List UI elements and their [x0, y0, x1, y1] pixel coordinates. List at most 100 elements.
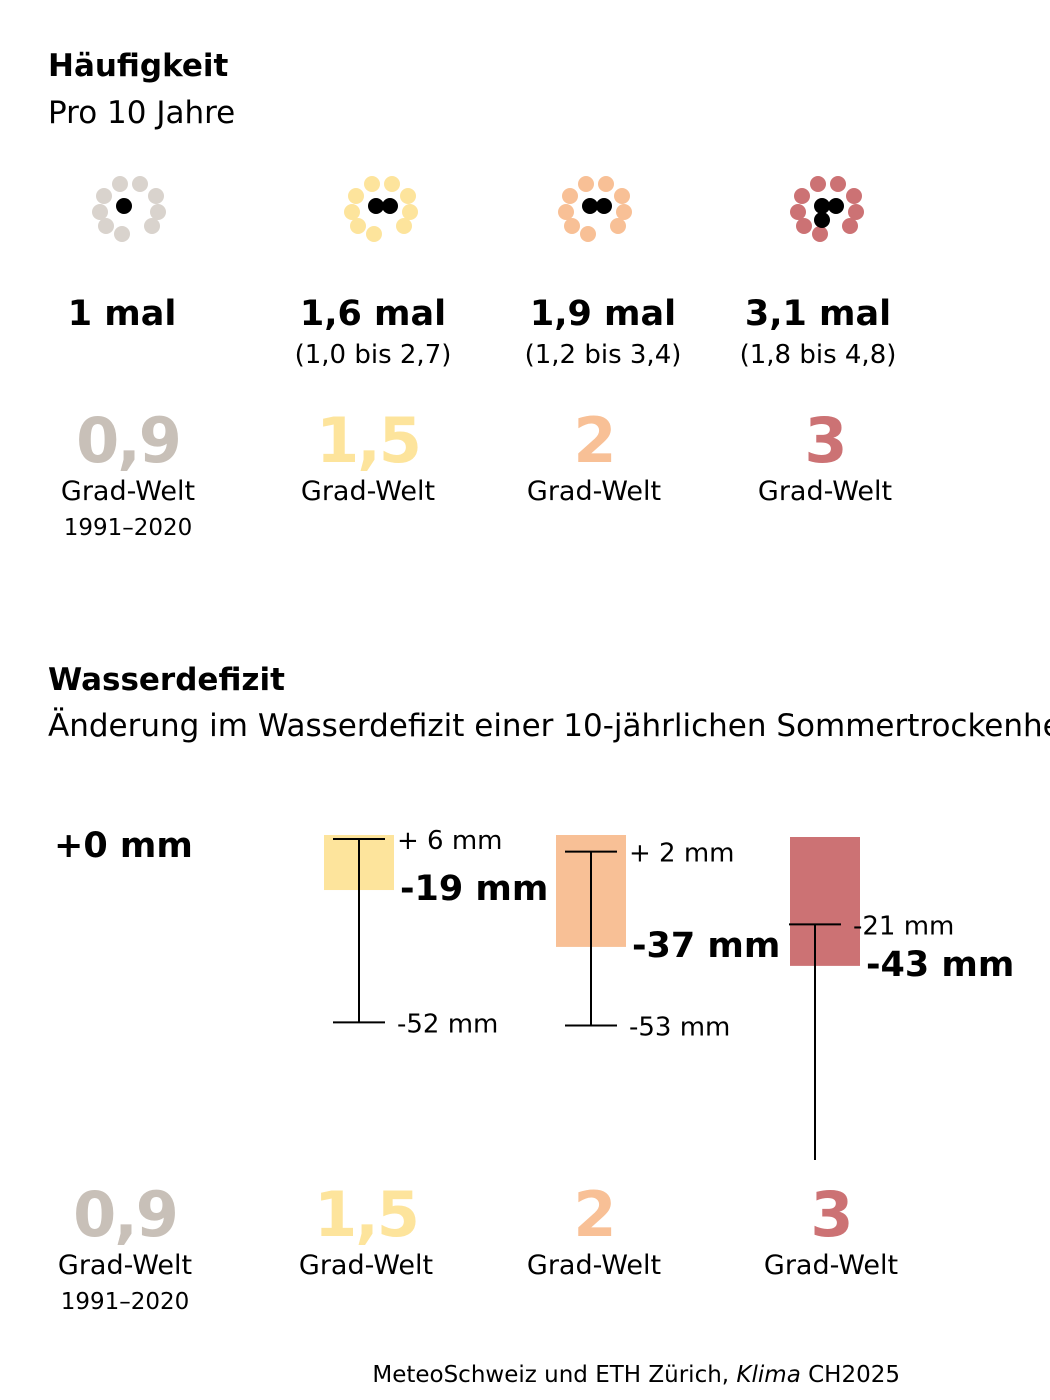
lower-label-2: -53 mm [629, 1012, 730, 1042]
frequency-dot [148, 188, 164, 204]
frequency-dot [150, 204, 166, 220]
degree-value: 3 [804, 404, 847, 477]
value-label-1: -19 mm [400, 869, 548, 909]
frequency-dot [396, 218, 412, 234]
frequency-dot [348, 188, 364, 204]
frequency-dot [96, 188, 112, 204]
frequency-dot-event [368, 198, 384, 214]
value-label-2: -37 mm [632, 926, 780, 966]
frequency-dot [794, 188, 810, 204]
frequency-dot-event [596, 198, 612, 214]
frequency-range: (1,2 bis 3,4) [524, 340, 682, 370]
frequency-col-2: 1,9 mal (1,2 bis 3,4) [483, 294, 723, 370]
degree-label-bottom-3: 3 Grad-Welt [711, 1178, 951, 1282]
degree-value: 0,9 [73, 1178, 179, 1251]
frequency-subtitle: Pro 10 Jahre [48, 95, 236, 131]
frequency-dot [364, 176, 380, 192]
frequency-dot [558, 204, 574, 220]
upper-label-2: + 2 mm [629, 839, 735, 869]
frequency-value: 1,6 mal [299, 294, 447, 334]
frequency-dot [810, 176, 826, 192]
degree-unit-label: Grad-Welt [57, 1250, 193, 1281]
value-label-0: +0 mm [54, 826, 193, 866]
frequency-dot-event [382, 198, 398, 214]
degree-unit-label: Grad-Welt [526, 1250, 662, 1281]
frequency-dot [848, 204, 864, 220]
frequency-dot [812, 226, 828, 242]
frequency-dot-event [116, 198, 132, 214]
degree-value: 0,9 [76, 404, 182, 477]
period-label: 1991–2020 [60, 1289, 190, 1315]
frequency-dot [610, 218, 626, 234]
degree-value: 1,5 [316, 404, 422, 477]
frequency-dot [578, 176, 594, 192]
degree-value: 3 [810, 1178, 853, 1251]
frequency-dot-event [814, 198, 830, 214]
frequency-dot [846, 188, 862, 204]
degree-label-top-3: 3 Grad-Welt [705, 404, 945, 508]
frequency-value: 1 mal [67, 294, 177, 334]
degree-unit-label: Grad-Welt [298, 1250, 434, 1281]
frequency-dot [402, 204, 418, 220]
frequency-dot [92, 204, 108, 220]
frequency-dot-event [828, 198, 844, 214]
bar-3 [790, 837, 860, 966]
period-label: 1991–2020 [63, 515, 193, 541]
source-text: MeteoSchweiz und ETH Zürich, [372, 1362, 737, 1388]
frequency-dot [830, 176, 846, 192]
source-text-end: CH2025 [800, 1362, 900, 1388]
dot-cluster-2 [556, 176, 632, 248]
degree-unit-label: Grad-Welt [300, 476, 436, 507]
dot-cluster-0 [90, 176, 166, 248]
dot-cluster-3 [788, 176, 864, 248]
dot-cluster-1 [342, 176, 418, 248]
frequency-dot [366, 226, 382, 242]
frequency-dot [564, 218, 580, 234]
frequency-col-1: 1,6 mal (1,0 bis 2,7) [253, 294, 493, 370]
frequency-dot [112, 176, 128, 192]
water-subtitle: Änderung im Wasserdefizit einer 10-jährl… [48, 708, 1050, 744]
frequency-dot [350, 218, 366, 234]
upper-label-3: -21 mm [853, 911, 954, 941]
frequency-dot-event [814, 212, 830, 228]
degree-label-top-1: 1,5 Grad-Welt [248, 404, 488, 508]
degree-label-top-2: 2 Grad-Welt [474, 410, 714, 508]
degree-label-bottom-0: 0,9 Grad-Welt 1991–2020 [5, 1178, 245, 1316]
frequency-dot [790, 204, 806, 220]
frequency-dot [132, 176, 148, 192]
frequency-dot [598, 176, 614, 192]
frequency-dot [580, 226, 596, 242]
degree-label-top-0: 0,9 Grad-Welt 1991–2020 [8, 404, 248, 542]
degree-label-bottom-1: 1,5 Grad-Welt [246, 1178, 486, 1282]
frequency-dot [98, 218, 114, 234]
frequency-dot [384, 176, 400, 192]
water-deficit-chart: +0 mm + 6 mm -52 mm -19 mm + 2 mm -53 mm -37 m… [54, 826, 1014, 1160]
frequency-col-3: 3,1 mal (1,8 bis 4,8) [698, 294, 938, 370]
frequency-dot [796, 218, 812, 234]
frequency-dot [614, 188, 630, 204]
frequency-dot [114, 226, 130, 242]
frequency-dot [144, 218, 160, 234]
frequency-range: (1,8 bis 4,8) [739, 340, 897, 370]
value-label-3: -43 mm [866, 945, 1014, 985]
degree-unit-label: Grad-Welt [757, 476, 893, 507]
degree-unit-label: Grad-Welt [763, 1250, 899, 1281]
frequency-col-0: 1 mal [2, 294, 242, 334]
frequency-dot [562, 188, 578, 204]
degree-unit-label: Grad-Welt [60, 476, 196, 507]
frequency-title: Häufigkeit [48, 48, 229, 84]
degree-unit-label: Grad-Welt [526, 476, 662, 507]
water-title: Wasserdefizit [48, 662, 285, 698]
frequency-dot [616, 204, 632, 220]
source-credit: MeteoSchweiz und ETH Zürich, Klima CH202… [372, 1362, 900, 1388]
degree-label-bottom-2: 2 Grad-Welt [474, 1178, 714, 1282]
source-italic: Klima [736, 1362, 801, 1388]
degree-value: 1,5 [314, 1178, 420, 1251]
frequency-dot [344, 204, 360, 220]
frequency-dot-event [582, 198, 598, 214]
upper-label-1: + 6 mm [397, 826, 503, 856]
degree-value: 2 [573, 1178, 616, 1251]
frequency-value: 3,1 mal [744, 294, 892, 334]
frequency-range: (1,0 bis 2,7) [294, 340, 452, 370]
frequency-dot [842, 218, 858, 234]
